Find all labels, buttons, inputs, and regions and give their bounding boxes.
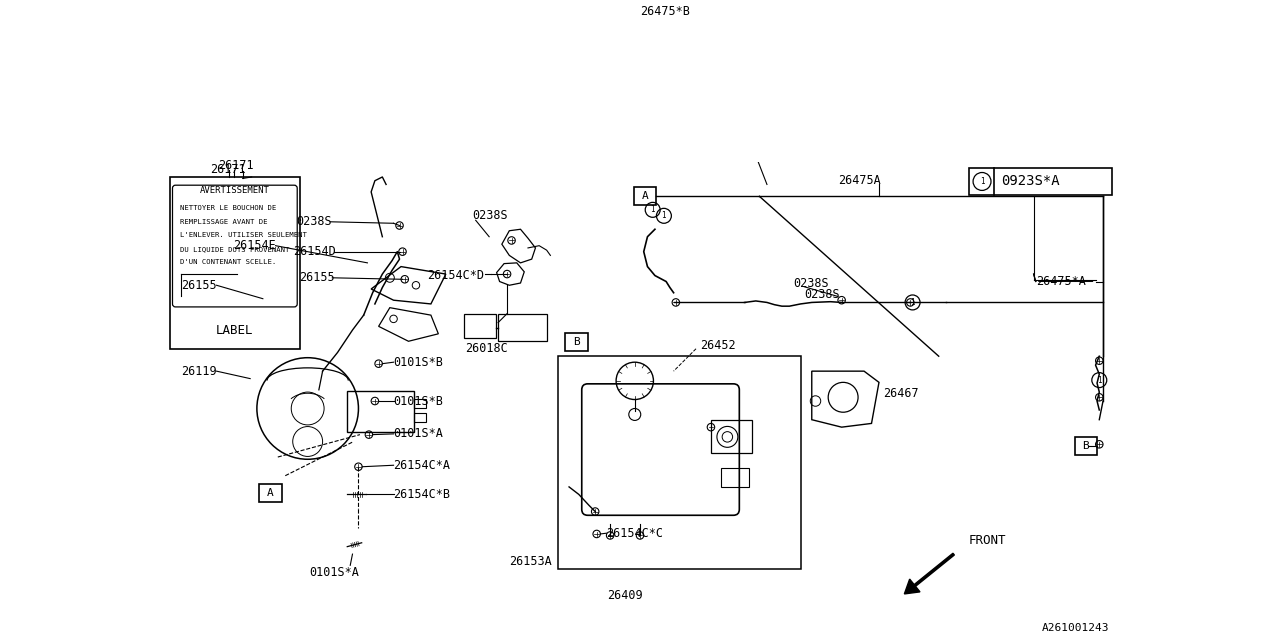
Text: 26171: 26171 (211, 163, 246, 176)
Text: 0923S*A: 0923S*A (1001, 175, 1060, 188)
Text: 26171: 26171 (218, 159, 253, 172)
Bar (634, 188, 657, 205)
Text: 1: 1 (910, 298, 915, 307)
Text: LABEL: LABEL (216, 324, 253, 337)
Text: AVERTISSEMENT: AVERTISSEMENT (200, 186, 270, 195)
Bar (498, 314, 547, 341)
Text: 26452: 26452 (700, 339, 736, 351)
Text: 26018C: 26018C (466, 342, 508, 355)
Text: 26154E: 26154E (233, 239, 275, 252)
Bar (710, 420, 753, 453)
Text: 0238S: 0238S (794, 277, 828, 291)
Bar (347, 391, 415, 433)
Bar (566, 333, 588, 351)
Text: 1: 1 (979, 177, 984, 186)
Text: 26467: 26467 (883, 387, 918, 400)
Text: 26154D: 26154D (293, 245, 335, 258)
Bar (169, 177, 301, 349)
Text: 26154C*B: 26154C*B (393, 488, 451, 501)
Text: 1: 1 (650, 205, 655, 214)
Text: REMPLISSAGE AVANT DE: REMPLISSAGE AVANT DE (180, 219, 268, 225)
Text: B: B (573, 337, 580, 347)
Text: 26475*A: 26475*A (1036, 275, 1085, 288)
Bar (969, 168, 1112, 195)
Text: 0238S: 0238S (804, 289, 840, 301)
FancyArrow shape (905, 553, 955, 594)
Text: 0101S*A: 0101S*A (308, 566, 358, 579)
Text: 0238S: 0238S (472, 209, 508, 222)
Text: 26475A: 26475A (838, 174, 881, 188)
Text: B: B (1083, 441, 1089, 451)
Text: 26154C*C: 26154C*C (607, 527, 663, 540)
Bar (415, 399, 426, 408)
Text: A: A (268, 488, 274, 498)
Text: A: A (641, 191, 649, 202)
Text: 1: 1 (1097, 376, 1102, 385)
Text: 26119: 26119 (180, 365, 216, 378)
Bar (259, 484, 282, 502)
Text: DU LIQUIDE DOT3 PROVENANT: DU LIQUIDE DOT3 PROVENANT (180, 246, 289, 252)
Text: 0101S*A: 0101S*A (393, 428, 443, 440)
Text: 26409: 26409 (607, 589, 643, 602)
Text: 26153A: 26153A (509, 555, 552, 568)
Text: L'ENLEVER. UTILISER SEULEMENT: L'ENLEVER. UTILISER SEULEMENT (180, 232, 307, 238)
Text: FRONT: FRONT (969, 534, 1006, 547)
Text: 26155: 26155 (298, 271, 334, 284)
Bar (721, 468, 749, 487)
Text: 26155: 26155 (180, 279, 216, 292)
Text: 0101S*B: 0101S*B (393, 356, 443, 369)
Text: 1: 1 (662, 211, 666, 220)
Bar (558, 356, 800, 569)
Bar (1075, 437, 1097, 455)
Text: NETTOYER LE BOUCHON DE: NETTOYER LE BOUCHON DE (180, 205, 276, 211)
Text: 0238S: 0238S (297, 215, 332, 228)
Text: A261001243: A261001243 (1042, 623, 1108, 632)
Text: 26154C*D: 26154C*D (428, 269, 484, 282)
Text: D'UN CONTENANT SCELLE.: D'UN CONTENANT SCELLE. (180, 259, 276, 265)
Text: 26475*B: 26475*B (640, 4, 690, 18)
Bar (415, 413, 426, 422)
Text: 26154C*A: 26154C*A (393, 459, 451, 472)
Bar (465, 314, 495, 337)
Text: 0101S*B: 0101S*B (393, 394, 443, 408)
